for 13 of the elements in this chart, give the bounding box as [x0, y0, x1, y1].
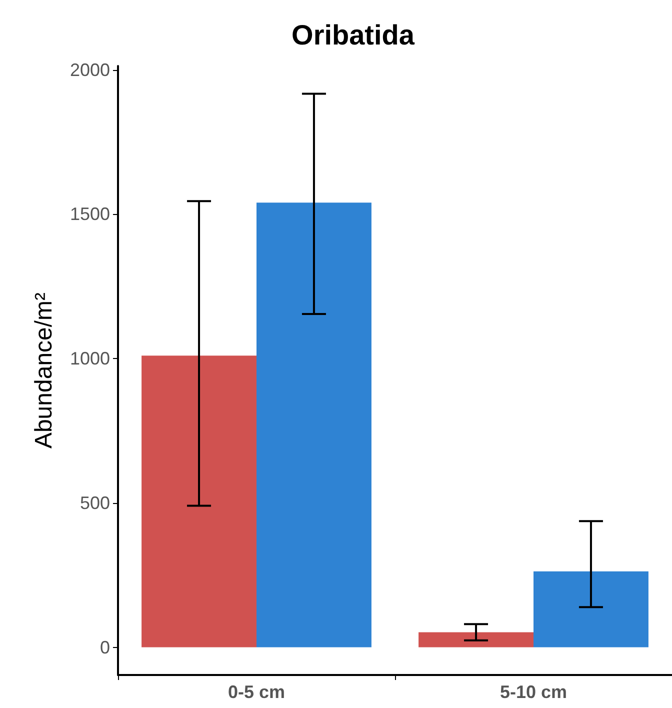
y-tick-label: 0: [100, 637, 110, 658]
bar: [142, 356, 256, 648]
bar: [534, 571, 648, 648]
y-tick-label: 1500: [70, 204, 110, 224]
bar: [418, 632, 534, 648]
x-tick-label: 0-5 cm: [228, 682, 286, 702]
chart-title: Oribatida: [292, 20, 415, 50]
y-axis-title: Abundance/m²: [30, 292, 58, 449]
y-tick-label: 500: [80, 492, 110, 513]
y-tick-label: 1000: [70, 348, 110, 369]
x-tick-label: 5-10 cm: [500, 682, 568, 702]
y-tick-label: 2000: [70, 60, 110, 80]
bar: [256, 202, 372, 648]
